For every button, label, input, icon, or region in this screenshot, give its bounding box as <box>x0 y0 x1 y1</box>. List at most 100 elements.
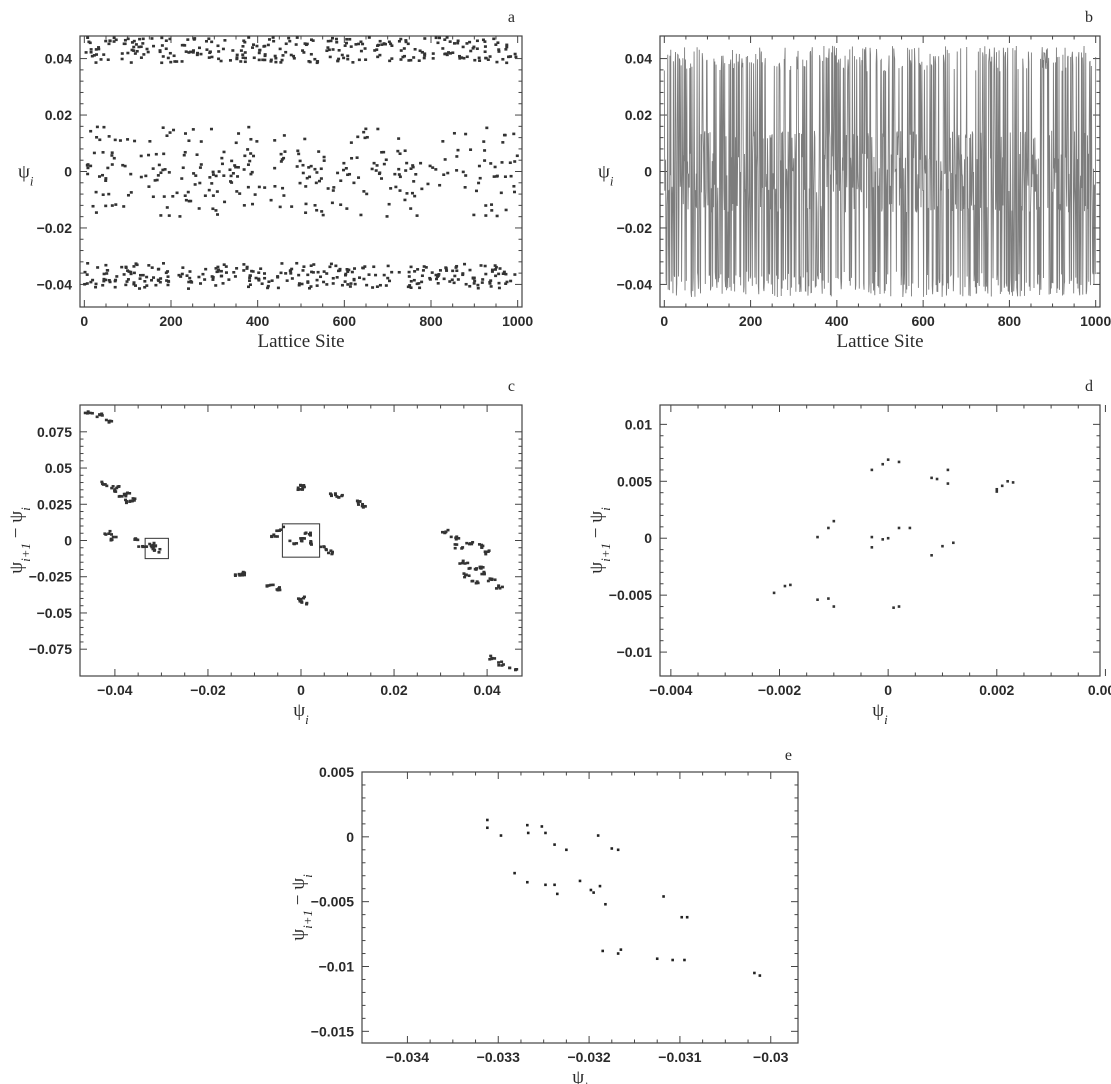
data-point <box>389 42 393 46</box>
y-tick-label: 0.02 <box>45 107 72 123</box>
data-point <box>490 209 494 212</box>
data-point <box>294 43 298 46</box>
data-point <box>150 545 154 549</box>
data-point <box>314 181 318 185</box>
data-point <box>265 584 269 587</box>
y-tick-label: −0.02 <box>37 220 73 236</box>
data-point <box>83 282 87 286</box>
data-point <box>330 550 334 554</box>
data-point <box>177 273 181 277</box>
data-point <box>474 581 478 585</box>
data-point <box>299 537 303 540</box>
data-point <box>463 262 467 266</box>
data-point <box>423 54 427 57</box>
x-axis-label-main: ψ <box>572 1067 584 1084</box>
y-tick-label: 0.005 <box>617 473 652 489</box>
data-point <box>361 42 365 46</box>
data-point <box>234 141 238 145</box>
y-tick-label: 0.075 <box>37 424 72 440</box>
data-point <box>132 271 136 275</box>
data-point <box>125 280 129 283</box>
data-point <box>91 204 95 208</box>
data-point <box>490 203 494 206</box>
data-point <box>139 154 143 158</box>
panel-e-return-map-zoom-left: −0.034 −0.033 −0.032 −0.031 −0.03 0.005 0 −0.00… <box>288 747 799 1084</box>
data-point <box>478 565 482 569</box>
y-axis-label-main: ψ <box>6 562 27 574</box>
data-point <box>304 211 308 215</box>
y-tick-label: 0 <box>644 164 652 180</box>
data-point <box>228 59 232 62</box>
data-point <box>399 49 403 52</box>
data-point <box>156 174 160 177</box>
y-tick-label: 0.005 <box>319 764 354 780</box>
data-point <box>466 561 470 565</box>
data-point <box>423 52 427 56</box>
data-point <box>113 488 117 492</box>
data-point <box>180 272 184 276</box>
data-point <box>211 207 215 211</box>
data-point <box>120 57 124 61</box>
data-point <box>436 41 440 45</box>
data-point <box>481 278 485 281</box>
data-point <box>356 500 360 504</box>
data-point <box>167 280 171 283</box>
data-point <box>138 277 142 280</box>
data-point <box>331 276 335 280</box>
data-point <box>241 56 245 59</box>
data-point <box>105 272 109 275</box>
data-point <box>279 271 283 275</box>
data-point <box>309 164 313 168</box>
data-point <box>189 280 193 283</box>
data-point <box>468 40 472 44</box>
data-point <box>132 49 136 52</box>
data-point <box>219 59 223 63</box>
y-axis-label-main: ψ <box>288 929 309 941</box>
data-point <box>335 40 339 44</box>
data-point <box>468 542 472 546</box>
data-point <box>110 204 114 207</box>
data-point <box>138 287 142 290</box>
data-point <box>504 208 508 212</box>
data-point <box>235 267 239 270</box>
data-point <box>390 270 394 274</box>
data-point <box>458 57 462 60</box>
data-point <box>189 50 193 54</box>
data-point <box>345 41 349 45</box>
data-point <box>504 48 508 51</box>
data-point <box>129 272 133 276</box>
data-point <box>132 499 136 502</box>
data-point <box>437 273 441 276</box>
data-point <box>247 285 250 289</box>
panel-letter: b <box>1085 9 1093 26</box>
data-point <box>296 149 300 153</box>
data-point <box>319 275 323 279</box>
data-point <box>183 194 187 197</box>
data-point <box>348 37 352 41</box>
data-point <box>339 203 343 207</box>
data-point <box>297 282 301 285</box>
data-point <box>346 54 350 58</box>
data-point <box>180 43 184 47</box>
y-axis-label-suffix: − ψ <box>586 511 607 543</box>
data-point <box>207 188 211 192</box>
data-point <box>479 264 483 267</box>
data-point <box>380 177 384 180</box>
x-axis-label: Lattice Site <box>257 331 344 352</box>
data-point <box>295 165 299 168</box>
data-point <box>220 162 224 166</box>
data-point <box>355 156 359 159</box>
data-point <box>437 36 441 40</box>
data-point <box>266 43 270 47</box>
data-point <box>110 151 114 154</box>
data-point <box>159 277 163 280</box>
data-point <box>334 493 338 497</box>
data-point <box>244 56 247 60</box>
data-point <box>224 265 228 268</box>
data-point <box>397 167 401 171</box>
data-point <box>192 172 196 175</box>
data-point <box>184 132 187 135</box>
data-point <box>193 37 197 40</box>
data-point <box>251 202 255 206</box>
data-point <box>492 37 496 41</box>
